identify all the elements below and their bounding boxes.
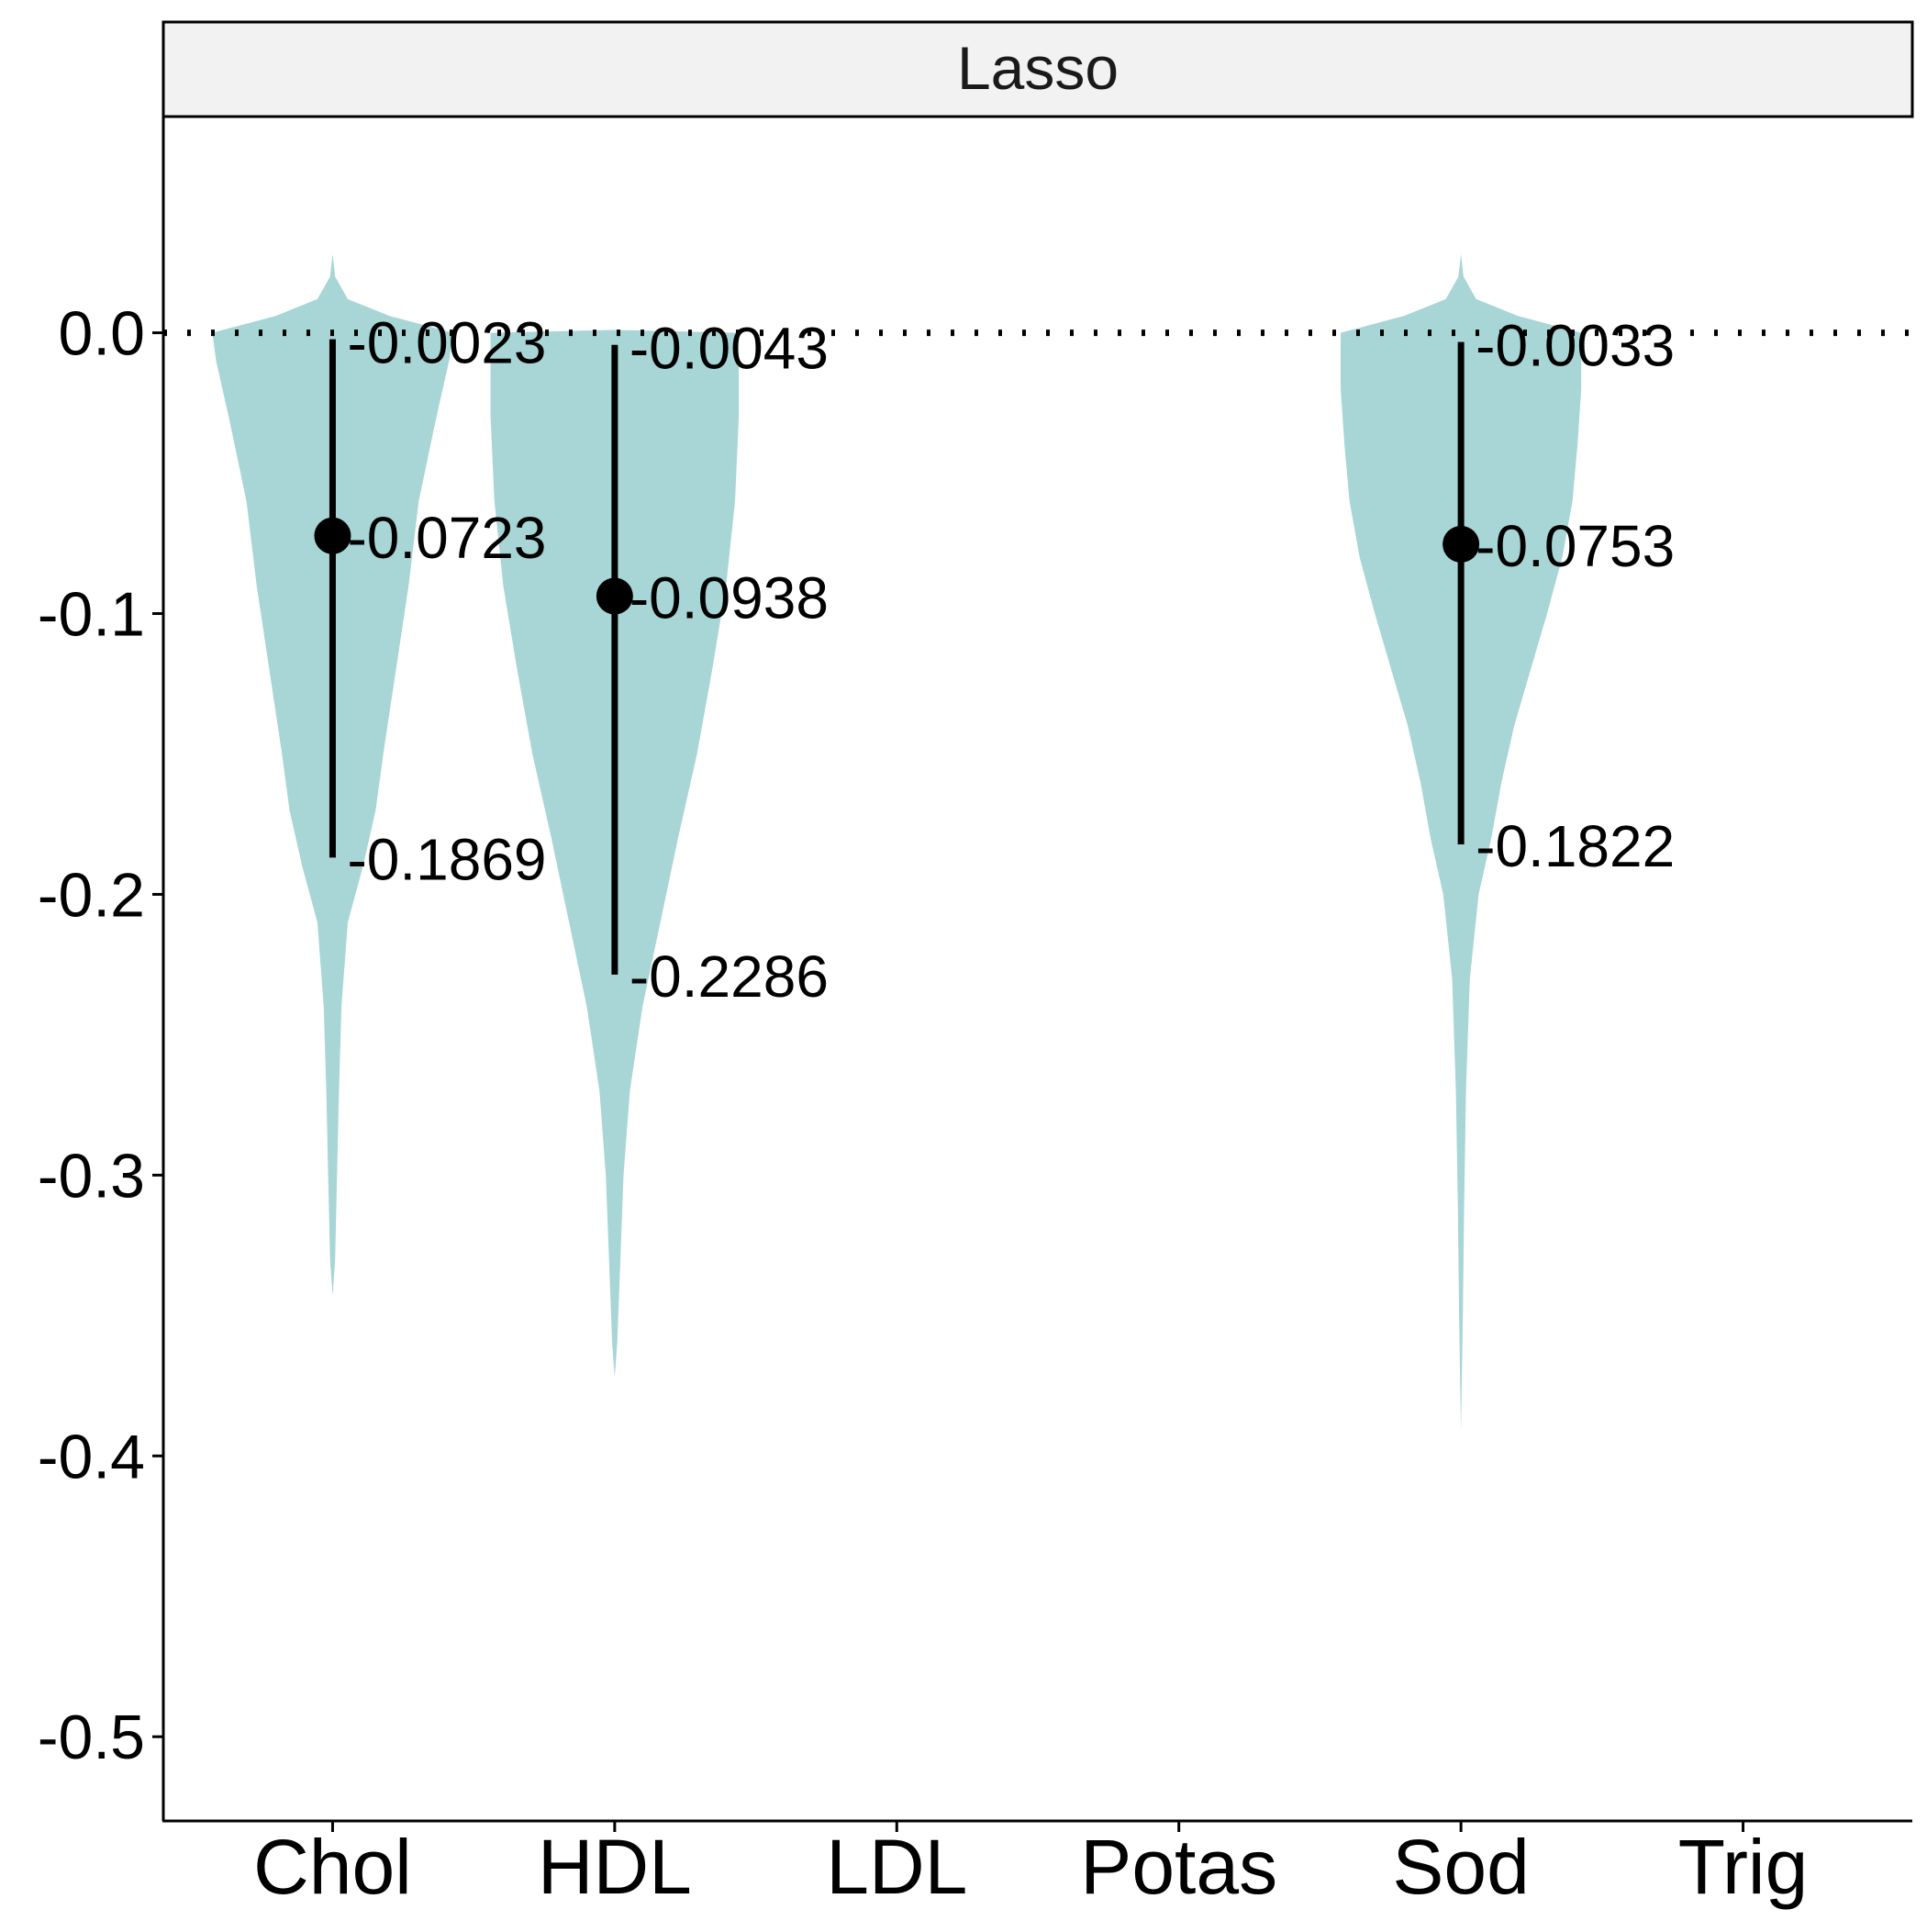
x-tick-label-trig: Trig (1678, 1824, 1809, 1910)
x-tick-label-potas: Potas (1080, 1824, 1277, 1910)
median-point-hdl (596, 577, 633, 615)
y-tick-label: -0.1 (38, 579, 145, 649)
x-ticks-layer: Chol HDL LDL Potas Sod Trig (253, 1821, 1808, 1910)
upper-value-label: -0.0023 (347, 310, 546, 376)
x-tick-label-hdl: HDL (538, 1824, 692, 1910)
y-tick-label: -0.5 (38, 1703, 145, 1772)
facet-strip-label: Lasso (957, 34, 1119, 102)
median-value-label: -0.0753 (1476, 513, 1675, 579)
median-point-sod (1442, 525, 1480, 563)
x-tick-label-sod: Sod (1392, 1824, 1529, 1910)
y-tick-label: -0.4 (38, 1422, 145, 1491)
y-ticks-layer: 0.0 -0.1 -0.2 -0.3 -0.4 -0.5 (38, 299, 163, 1772)
median-value-label: -0.0723 (347, 505, 546, 571)
lower-value-label: -0.2286 (629, 944, 829, 1010)
intervals-layer: -0.0023 -0.0723 -0.1869 -0.0043 -0.0938 -0.22… (314, 310, 1675, 1010)
y-tick-label: 0.0 (58, 299, 145, 369)
median-point-chol (314, 517, 351, 554)
x-tick-label-chol: Chol (253, 1824, 412, 1910)
y-tick-label: -0.3 (38, 1141, 145, 1211)
strip-background (162, 20, 1914, 118)
x-tick-label-ldl: LDL (826, 1824, 967, 1910)
lower-value-label: -0.1869 (347, 826, 546, 892)
lower-value-label: -0.1822 (1476, 813, 1675, 879)
upper-value-label: -0.0033 (1476, 313, 1675, 379)
upper-value-label: -0.0043 (629, 316, 829, 382)
y-tick-label: -0.2 (38, 860, 145, 930)
median-value-label: -0.0938 (629, 565, 829, 631)
